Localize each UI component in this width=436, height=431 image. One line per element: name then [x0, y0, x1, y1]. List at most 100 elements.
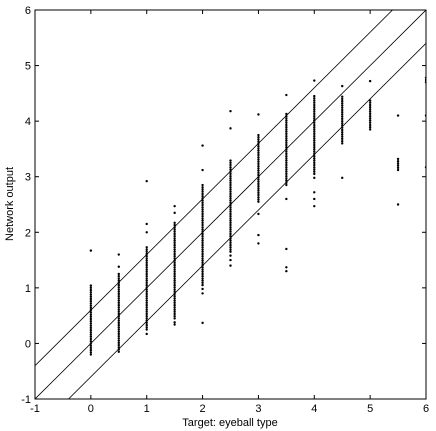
data-point [89, 311, 93, 314]
data-point [229, 212, 232, 216]
data-point [117, 303, 120, 307]
data-point [201, 197, 204, 200]
data-point [229, 237, 232, 240]
data-point [285, 130, 288, 133]
data-point [229, 208, 232, 211]
x-tick-label: 1 [144, 403, 150, 415]
data-point [313, 137, 316, 140]
data-point [229, 192, 232, 196]
data-point [368, 106, 372, 109]
y-tick-label: 1 [25, 283, 31, 295]
data-point [173, 250, 176, 253]
data-point [173, 246, 176, 249]
data-point [396, 162, 400, 165]
data-point [285, 159, 288, 162]
data-point [145, 332, 148, 336]
data-point [257, 242, 260, 245]
data-point [229, 183, 232, 187]
data-point [173, 268, 176, 271]
data-point [173, 292, 176, 296]
data-point [229, 177, 232, 180]
data-point [201, 261, 204, 265]
data-point [229, 223, 232, 227]
data-point [341, 128, 344, 132]
data-point [201, 237, 204, 240]
data-point [145, 254, 148, 258]
data-point [229, 203, 232, 207]
data-point [313, 176, 316, 180]
data-point [313, 119, 316, 122]
data-point [229, 168, 232, 171]
data-point [89, 353, 93, 356]
data-point [145, 286, 148, 289]
data-point [201, 168, 204, 172]
data-point [173, 248, 176, 251]
data-point [201, 234, 204, 238]
data-point [201, 266, 204, 269]
data-point [117, 317, 120, 320]
data-point [173, 257, 176, 260]
data-point [117, 308, 120, 311]
data-point [257, 189, 260, 192]
y-tick-label: 6 [25, 5, 31, 17]
data-point [89, 291, 93, 294]
data-point [257, 164, 260, 168]
data-points [89, 76, 426, 356]
data-point [313, 197, 316, 201]
data-point [285, 139, 288, 142]
x-tick-label: 2 [200, 403, 206, 415]
data-point [173, 221, 176, 225]
data-point [313, 123, 316, 127]
data-point [341, 122, 344, 125]
data-point [201, 274, 204, 278]
data-point [201, 194, 204, 198]
data-point [285, 166, 288, 169]
data-point [89, 284, 93, 287]
data-point [173, 274, 176, 278]
data-point [89, 348, 93, 352]
data-point [285, 141, 288, 145]
data-point [201, 190, 204, 193]
data-point [313, 172, 316, 176]
data-point [173, 241, 176, 245]
data-point [313, 159, 316, 162]
data-point [257, 149, 260, 152]
y-tick-label: 3 [25, 172, 31, 184]
data-point [89, 337, 93, 341]
data-point [257, 162, 260, 166]
data-point [313, 134, 316, 138]
data-point [313, 132, 316, 136]
data-point [201, 144, 204, 147]
data-point [201, 221, 204, 225]
data-point [145, 222, 148, 226]
data-point [313, 121, 316, 125]
x-tick-label: 3 [255, 403, 261, 415]
data-point [145, 277, 148, 280]
data-point [368, 117, 372, 120]
data-point [285, 154, 288, 158]
data-point [396, 166, 400, 170]
data-point [201, 281, 204, 285]
data-point [285, 168, 288, 171]
data-point [201, 279, 204, 282]
data-point [229, 127, 232, 130]
data-point [257, 142, 260, 146]
data-point [145, 261, 148, 265]
data-point [89, 342, 93, 345]
data-point [285, 126, 288, 129]
data-point [89, 346, 93, 350]
data-point [313, 168, 316, 171]
data-point [173, 321, 176, 324]
data-point [201, 203, 204, 207]
data-point [313, 154, 316, 158]
data-point [117, 350, 120, 353]
data-point [313, 101, 316, 105]
data-point [145, 317, 148, 320]
data-point [396, 159, 400, 163]
data-point [257, 198, 260, 201]
data-point [257, 140, 260, 143]
data-point [229, 163, 232, 167]
data-point [89, 313, 93, 316]
data-point [285, 123, 288, 127]
data-point [89, 328, 93, 332]
